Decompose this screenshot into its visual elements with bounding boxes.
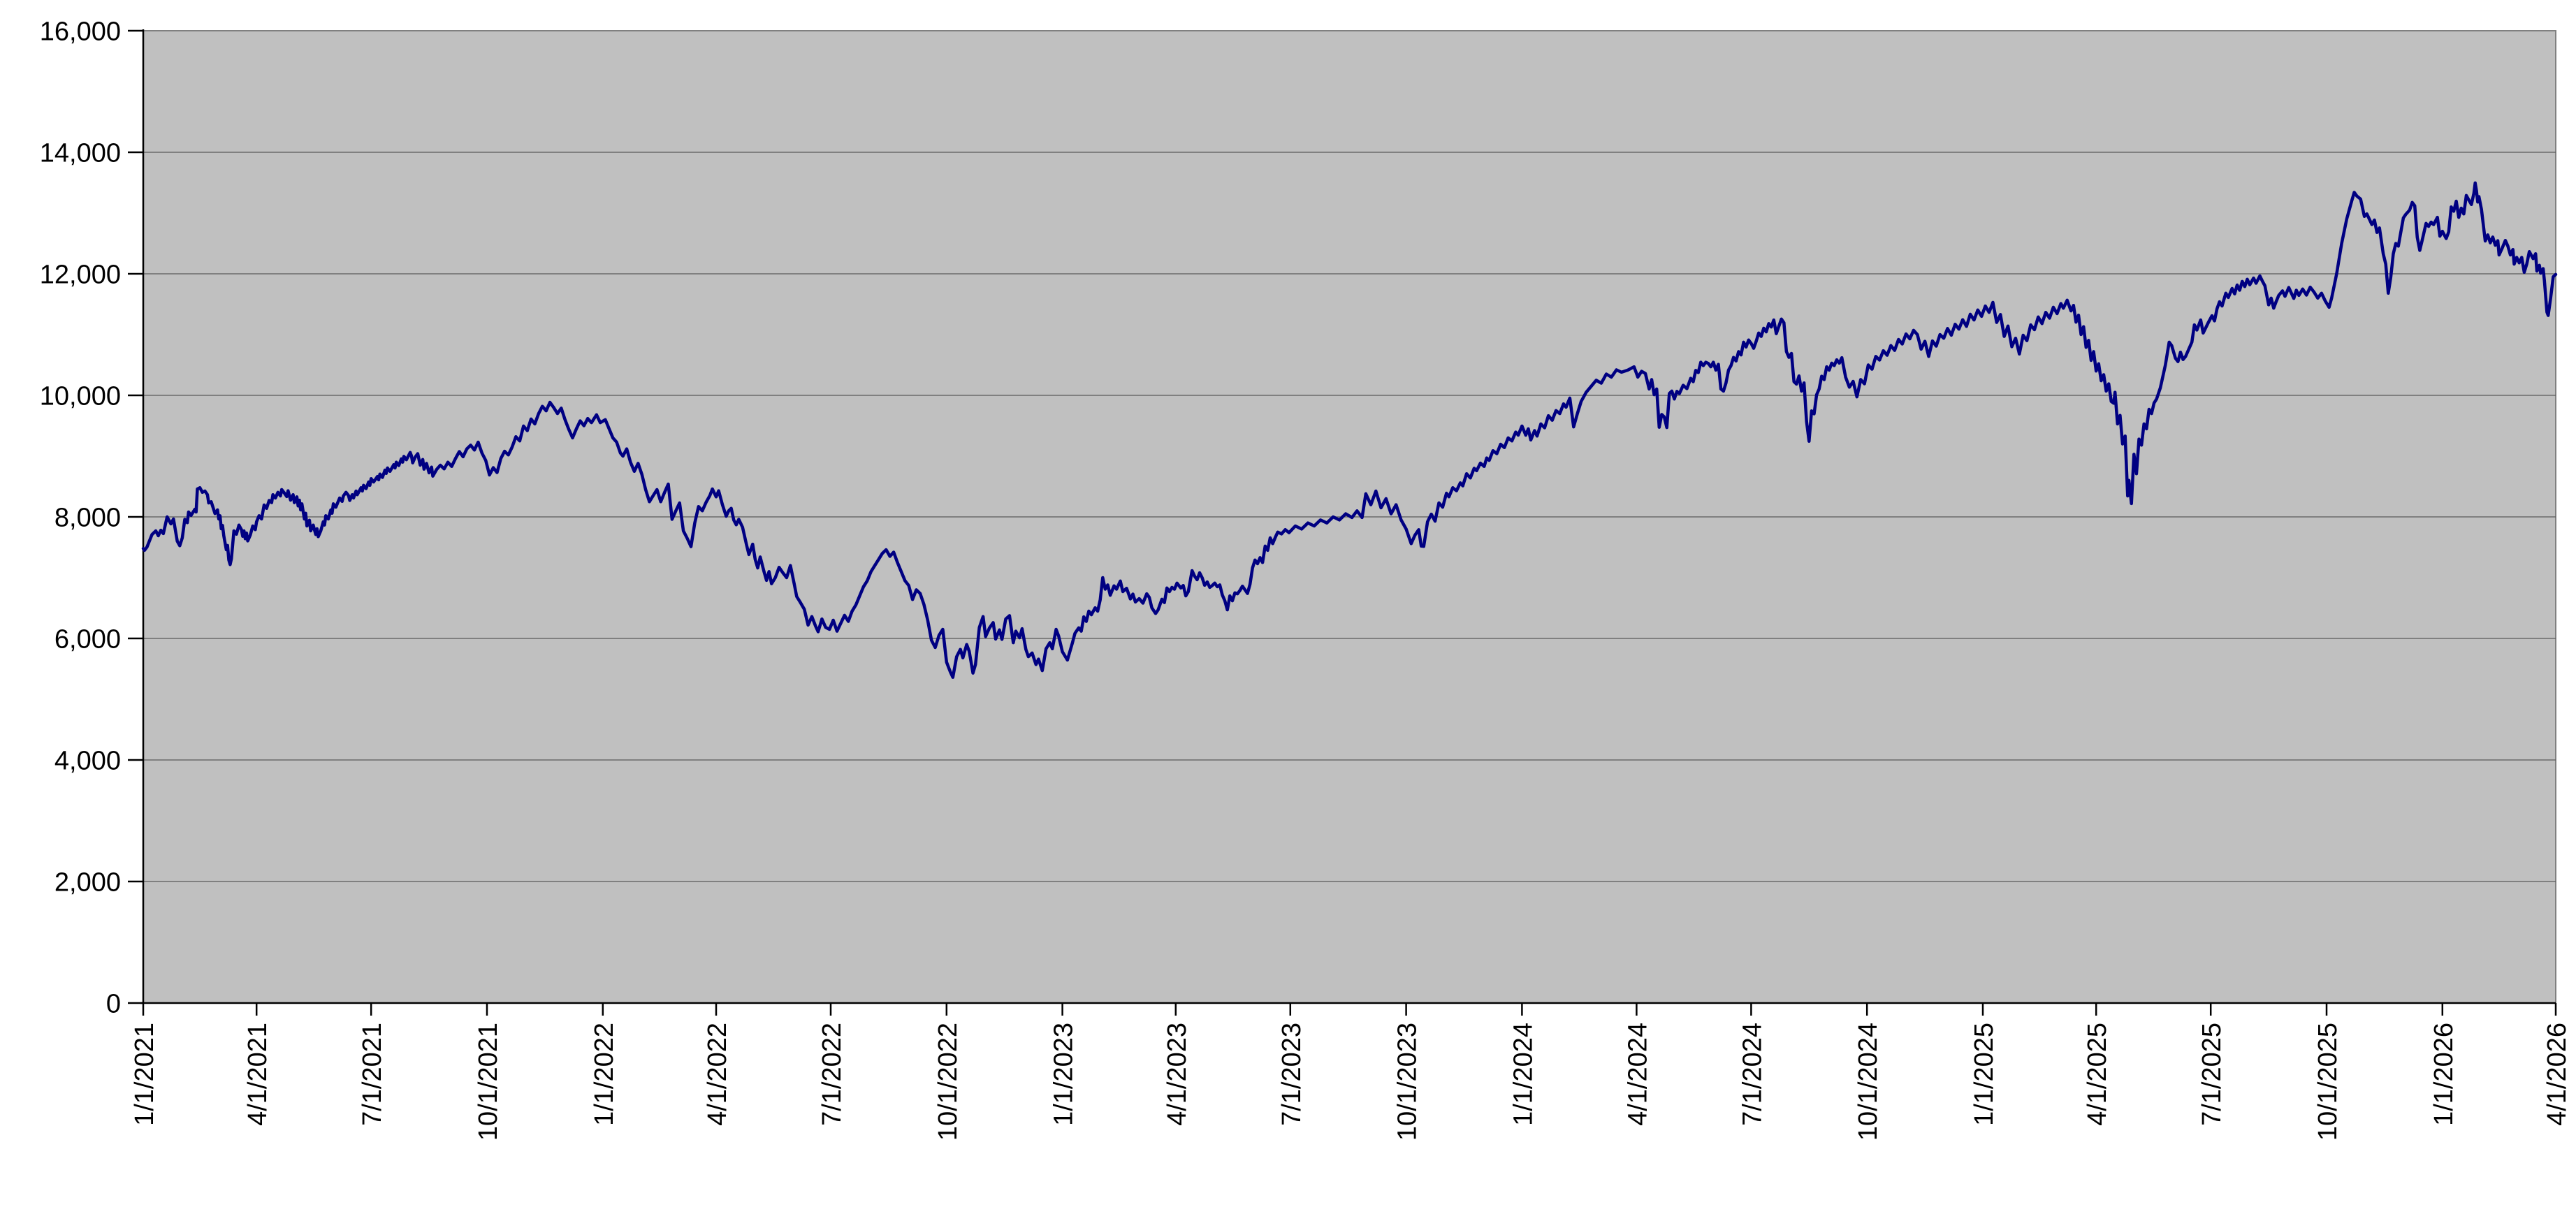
y-axis-label: 16,000 — [40, 17, 121, 46]
y-axis-label: 12,000 — [40, 260, 121, 289]
x-axis-label: 4/1/2022 — [703, 1023, 732, 1126]
x-axis-label: 1/1/2025 — [1970, 1023, 1999, 1126]
y-axis-label: 14,000 — [40, 138, 121, 168]
x-axis-label: 7/1/2021 — [358, 1023, 387, 1126]
x-axis-label: 4/1/2021 — [243, 1023, 272, 1126]
x-axis-label: 1/1/2022 — [590, 1023, 619, 1126]
x-axis-label: 4/1/2026 — [2542, 1023, 2572, 1126]
data-series-line — [141, 181, 2558, 679]
y-axis-label: 10,000 — [40, 381, 121, 411]
x-axis-label: 7/1/2025 — [2197, 1023, 2227, 1126]
y-axis-label: 2,000 — [54, 868, 121, 897]
y-axis-label: 4,000 — [54, 746, 121, 775]
x-axis-label: 10/1/2021 — [474, 1023, 503, 1141]
x-axis-label: 7/1/2023 — [1277, 1023, 1307, 1126]
x-axis-label: 7/1/2022 — [817, 1023, 847, 1126]
x-axis-label: 10/1/2025 — [2313, 1023, 2343, 1141]
x-axis-label: 1/1/2026 — [2429, 1023, 2459, 1126]
y-axis-label: 6,000 — [54, 624, 121, 654]
x-axis-label: 7/1/2024 — [1738, 1023, 1767, 1126]
x-axis-label: 10/1/2022 — [933, 1023, 963, 1141]
x-axis-label: 4/1/2023 — [1163, 1023, 1192, 1126]
y-axis-label: 8,000 — [54, 503, 121, 532]
x-axis-label: 4/1/2025 — [2083, 1023, 2112, 1126]
x-axis-label: 1/1/2021 — [130, 1023, 159, 1126]
x-axis-label: 4/1/2024 — [1623, 1023, 1652, 1126]
x-axis-label: 1/1/2024 — [1508, 1023, 1538, 1126]
x-axis-label: 1/1/2023 — [1049, 1023, 1079, 1126]
x-axis-label: 10/1/2024 — [1854, 1023, 1883, 1141]
x-axis-label: 10/1/2023 — [1393, 1023, 1422, 1141]
y-axis-label: 0 — [106, 989, 121, 1018]
